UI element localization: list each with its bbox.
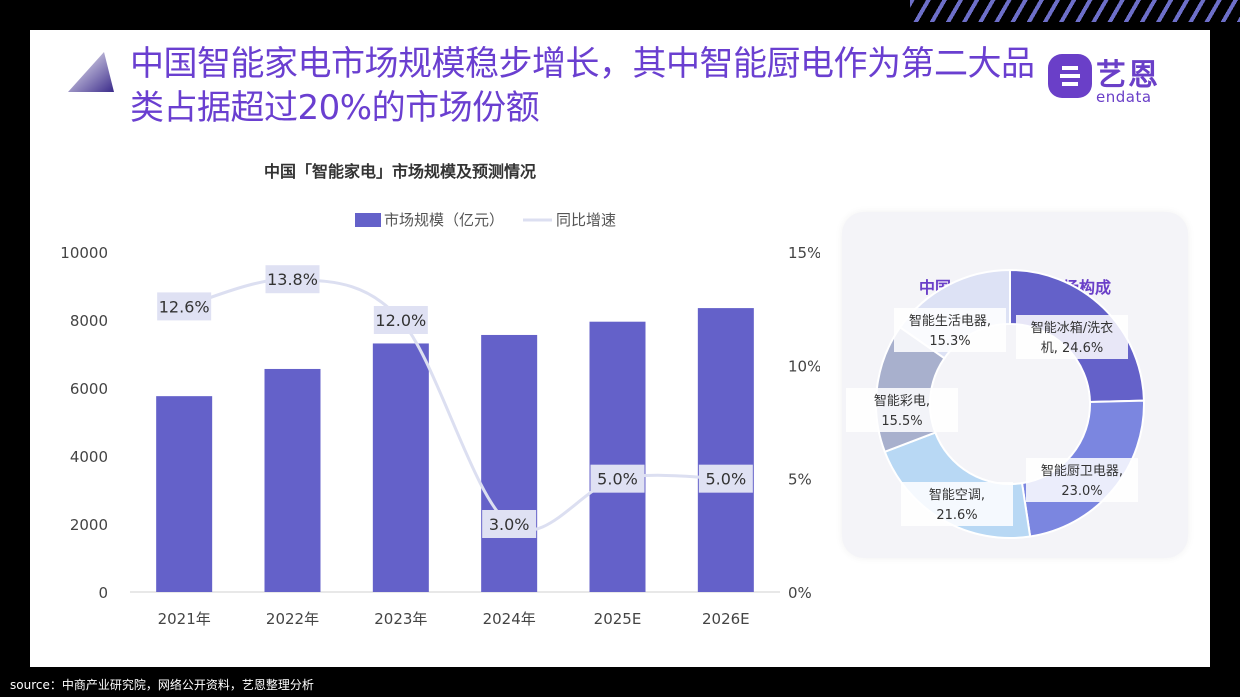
decorative-stripes bbox=[910, 0, 1240, 22]
data-label: 12.0% bbox=[375, 311, 426, 330]
y-left-tick-label: 0 bbox=[98, 584, 108, 602]
legend-bar-swatch bbox=[355, 213, 381, 227]
data-label-box bbox=[698, 464, 753, 493]
y-right-tick-label: 10% bbox=[788, 357, 820, 375]
bar bbox=[589, 321, 646, 592]
y-left-tick-label: 6000 bbox=[70, 380, 108, 398]
bar-line-chart: 市场规模（亿元） 同比增速 0 2000 4000 6000 8000 10000 0% 5% 10… bbox=[60, 211, 820, 628]
data-label-box bbox=[373, 306, 428, 334]
data-label: 5.0% bbox=[706, 470, 747, 489]
data-label-box bbox=[482, 510, 537, 538]
source-note: source：中商产业研究院，网络公开资料，艺恩整理分析 bbox=[10, 678, 314, 692]
bar bbox=[156, 396, 213, 592]
logo-text: 艺恩 bbox=[1096, 58, 1160, 93]
y-left-tick-label: 4000 bbox=[70, 448, 108, 466]
slice-label: 智能彩电, 15.5% bbox=[874, 394, 930, 429]
composition-panel: 中国「智能家电」市场构成 智能冰箱/洗衣机, 24.6%智能厨卫电器,23.0%… bbox=[842, 212, 1188, 558]
title-triangle-icon bbox=[68, 52, 114, 92]
slice-label: 智能厨卫电器, 23.0% bbox=[1041, 464, 1123, 499]
legend-bar-label: 市场规模（亿元） bbox=[384, 211, 504, 229]
data-label: 12.6% bbox=[159, 297, 210, 316]
x-tick-label: 2026E bbox=[702, 610, 750, 628]
slice-label: 智能空调, 21.6% bbox=[929, 488, 985, 523]
x-tick-label: 2024年 bbox=[483, 610, 536, 628]
slice-label-box bbox=[901, 482, 1013, 526]
data-label-box bbox=[265, 265, 320, 294]
x-tick-label: 2022年 bbox=[266, 610, 319, 628]
slice-label: 智能生活电器, 15.3% bbox=[909, 314, 991, 349]
slice-label-box bbox=[1026, 458, 1138, 502]
donut-chart: 智能冰箱/洗衣机, 24.6% 智能厨卫电器, 23.0% 智能空调, 21.6% 智能彩… bbox=[846, 268, 1145, 539]
bar bbox=[697, 308, 754, 592]
x-tick-label: 2021年 bbox=[158, 610, 211, 628]
slice-label-box bbox=[846, 388, 958, 432]
x-tick-label: 2025E bbox=[594, 610, 642, 628]
y-right-tick-label: 15% bbox=[788, 244, 820, 262]
bar bbox=[264, 368, 321, 592]
slice-label-box bbox=[1016, 315, 1128, 359]
bar bbox=[481, 334, 538, 592]
data-label: 5.0% bbox=[597, 470, 638, 489]
y-left-tick-label: 8000 bbox=[70, 312, 108, 330]
data-label: 3.0% bbox=[489, 515, 530, 534]
bar-chart-title: 中国「智能家电」市场规模及预测情况 bbox=[263, 162, 536, 181]
endata-logo-icon bbox=[1048, 54, 1092, 98]
endata-logo: 艺恩 endata bbox=[1046, 48, 1186, 108]
data-label-box bbox=[157, 292, 212, 321]
data-label: 13.8% bbox=[267, 270, 318, 289]
slice-label-box bbox=[894, 308, 1006, 352]
slice-label: 智能冰箱/洗衣机, 24.6% bbox=[1031, 320, 1113, 356]
data-label-box bbox=[590, 464, 645, 493]
y-right-tick-label: 0% bbox=[788, 584, 812, 602]
x-tick-label: 2023年 bbox=[374, 610, 427, 628]
legend-line-label: 同比增速 bbox=[556, 211, 616, 229]
y-right-tick-label: 5% bbox=[788, 471, 812, 489]
logo-subtext: endata bbox=[1096, 88, 1152, 106]
page-title: 中国智能家电市场规模稳步增长，其中智能厨电作为第二大品类占据超过20%的市场份额 bbox=[130, 44, 1035, 128]
bar bbox=[372, 343, 429, 592]
slide: 中国智能家电市场规模稳步增长，其中智能厨电作为第二大品类占据超过20%的市场份额… bbox=[30, 30, 1210, 667]
y-left-tick-label: 10000 bbox=[60, 244, 108, 262]
y-left-tick-label: 2000 bbox=[70, 516, 108, 534]
